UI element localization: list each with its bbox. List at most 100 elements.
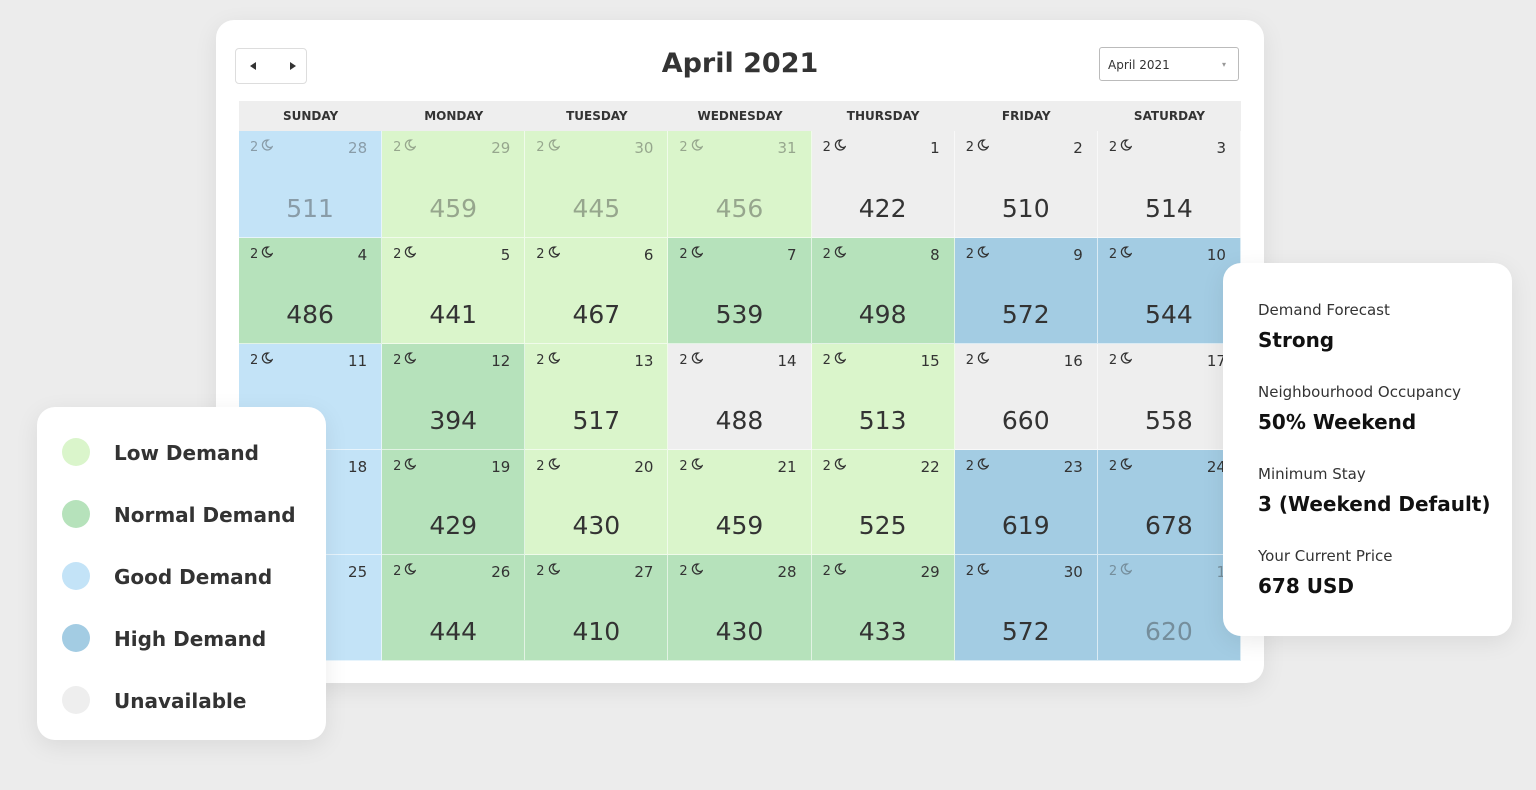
- moon-icon: [691, 246, 704, 258]
- min-nights: 2: [393, 246, 417, 262]
- day-cell[interactable]: 2 31 456: [668, 131, 812, 238]
- day-cell[interactable]: 2 29 459: [382, 131, 526, 238]
- day-cell[interactable]: 2 6 467: [525, 238, 669, 344]
- legend-swatch: [62, 500, 90, 528]
- day-cell[interactable]: 2 2 510: [954, 131, 1098, 238]
- moon-icon: [977, 352, 990, 364]
- day-cell[interactable]: 2 8 498: [811, 238, 955, 344]
- day-cell[interactable]: 2 1 422: [811, 131, 955, 238]
- price: 429: [429, 511, 478, 540]
- day-number: 22: [920, 458, 940, 476]
- price: 517: [572, 406, 621, 435]
- day-cell[interactable]: 2 14 488: [668, 344, 812, 450]
- day-cell[interactable]: 2 27 410: [525, 555, 669, 661]
- day-number: 12: [491, 352, 511, 370]
- day-number: 8: [930, 246, 940, 264]
- weekday-header: SATURDAY: [1097, 101, 1241, 131]
- min-nights: 2: [393, 563, 417, 579]
- day-cell[interactable]: 2 26 444: [382, 555, 526, 661]
- price: 572: [1001, 617, 1050, 646]
- min-nights: 2: [536, 139, 560, 155]
- moon-icon: [834, 246, 847, 258]
- min-nights: 2: [679, 139, 704, 155]
- day-number: 29: [920, 563, 940, 581]
- day-cell[interactable]: 2 9 572: [954, 238, 1098, 344]
- day-cell[interactable]: 2 16 660: [954, 344, 1098, 450]
- day-cell[interactable]: 2 13 517: [525, 344, 669, 450]
- day-number: 29: [491, 139, 511, 157]
- day-cell[interactable]: 2 29 433: [811, 555, 955, 661]
- min-nights: 2: [536, 458, 560, 474]
- moon-icon: [834, 352, 847, 364]
- moon-icon: [1120, 246, 1133, 258]
- calendar-grid: SUNDAY MONDAY TUESDAY WEDNESDAY THURSDAY FRID…: [239, 101, 1241, 661]
- day-number: 2: [1073, 139, 1083, 157]
- legend-swatch: [62, 686, 90, 714]
- day-cell[interactable]: 2 22 525: [811, 450, 955, 555]
- day-number: 16: [1063, 352, 1083, 370]
- moon-icon: [548, 563, 560, 575]
- moon-icon: [977, 246, 990, 258]
- moon-icon: [405, 139, 417, 151]
- day-cell[interactable]: 2 17 558: [1097, 344, 1241, 450]
- day-cell[interactable]: 2 24 678: [1097, 450, 1241, 555]
- day-cell[interactable]: 2 30 572: [954, 555, 1098, 661]
- moon-icon: [548, 139, 560, 151]
- legend-swatch: [62, 438, 90, 466]
- day-number: 10: [1206, 246, 1226, 264]
- info-card: Demand Forecast Strong Neighbourhood Occup…: [1223, 263, 1512, 636]
- day-cell[interactable]: 2 12 394: [382, 344, 526, 450]
- moon-icon: [1120, 139, 1133, 151]
- info-label: Minimum Stay: [1258, 465, 1366, 483]
- min-nights: 2: [536, 563, 560, 579]
- day-cell[interactable]: 2 15 513: [811, 344, 955, 450]
- day-cell[interactable]: 2 5 441: [382, 238, 526, 344]
- day-number: 9: [1073, 246, 1083, 264]
- day-number: 28: [348, 139, 368, 157]
- price: 525: [858, 511, 907, 540]
- min-nights: 2: [1109, 352, 1133, 368]
- day-cell[interactable]: 2 7 539: [668, 238, 812, 344]
- min-nights: 2: [679, 563, 704, 579]
- min-nights: 2: [250, 352, 274, 368]
- day-cell[interactable]: 2 23 619: [954, 450, 1098, 555]
- weekday-header: SUNDAY: [239, 101, 383, 131]
- price: 459: [715, 511, 764, 540]
- price: 430: [572, 511, 621, 540]
- price: 456: [715, 194, 764, 223]
- moon-icon: [548, 458, 560, 470]
- moon-icon: [691, 139, 704, 151]
- day-cell[interactable]: 2 28 511: [239, 131, 383, 238]
- price: 511: [286, 194, 334, 223]
- price: 444: [429, 617, 478, 646]
- day-number: 28: [777, 563, 797, 581]
- moon-icon: [977, 139, 990, 151]
- day-cell[interactable]: 2 4 486: [239, 238, 383, 344]
- moon-icon: [405, 246, 417, 258]
- day-cell[interactable]: 2 28 430: [668, 555, 812, 661]
- day-cell[interactable]: 2 3 514: [1097, 131, 1241, 238]
- day-cell[interactable]: 2 10 544: [1097, 238, 1241, 344]
- price: 620: [1145, 617, 1193, 646]
- day-number: 15: [920, 352, 940, 370]
- moon-icon: [1120, 352, 1133, 364]
- day-cell[interactable]: 2 19 429: [382, 450, 526, 555]
- day-number: 11: [348, 352, 368, 370]
- min-nights: 2: [1109, 563, 1133, 579]
- info-value: 3 (Weekend Default): [1258, 492, 1491, 516]
- day-cell[interactable]: 2 20 430: [525, 450, 669, 555]
- price: 660: [1001, 406, 1050, 435]
- day-number: 20: [634, 458, 654, 476]
- info-label: Your Current Price: [1258, 547, 1393, 565]
- day-cell[interactable]: 2 30 445: [525, 131, 669, 238]
- moon-icon: [1120, 563, 1133, 575]
- price: 572: [1001, 300, 1050, 329]
- month-dropdown[interactable]: April 2021 ▾: [1099, 47, 1239, 81]
- month-nav[interactable]: [235, 48, 307, 84]
- day-number: 14: [777, 352, 797, 370]
- weekday-header: THURSDAY: [811, 101, 955, 131]
- day-cell[interactable]: 2 21 459: [668, 450, 812, 555]
- min-nights: 2: [966, 352, 990, 368]
- legend-swatch: [62, 624, 90, 652]
- day-cell[interactable]: 2 1 620: [1097, 555, 1241, 661]
